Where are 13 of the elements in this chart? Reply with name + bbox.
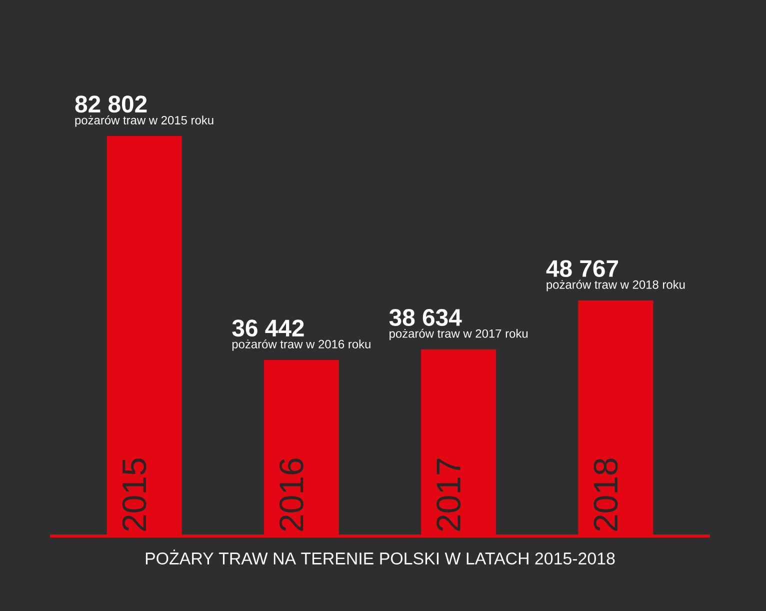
annotation: pożarów traw w 2015 roku xyxy=(75,116,214,127)
data-label: 38 634 xyxy=(389,309,462,326)
data-label: 82 802 xyxy=(75,96,147,113)
annotation: pożarów traw w 2016 roku xyxy=(232,339,370,351)
x-tick-label: 2018 xyxy=(594,458,618,531)
x-tick-label: 2017 xyxy=(436,458,461,531)
x-tick-label: 2016 xyxy=(279,458,304,531)
annotation: pożarów traw w 2017 roku xyxy=(390,328,528,340)
annotation: pożarów traw w 2018 roku xyxy=(546,280,685,292)
x-tick-label: 2015 xyxy=(122,458,146,531)
data-label: 48 767 xyxy=(546,260,618,278)
x-axis-title: POŻARY TRAW NA TERENIE POLSKI W LATACH 2015-2018 xyxy=(146,550,615,565)
data-label: 36 442 xyxy=(232,320,304,337)
